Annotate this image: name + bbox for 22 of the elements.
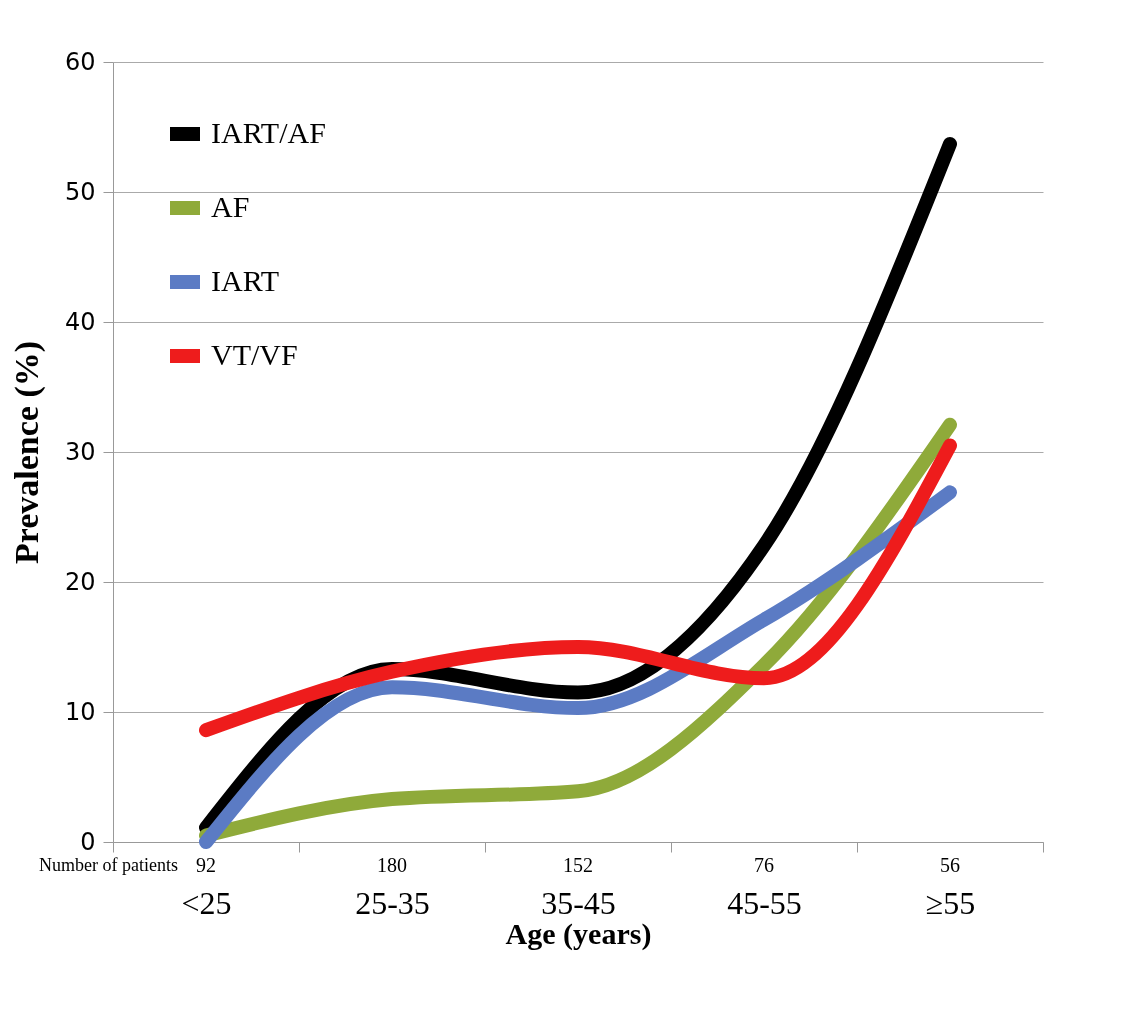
y-tick-label: 20 (64, 567, 96, 596)
y-tick-label: 0 (80, 827, 96, 856)
legend-label: AF (211, 190, 250, 223)
text: 180 (377, 854, 407, 876)
y-tick-label: 30 (64, 437, 96, 466)
text: 92 (196, 854, 216, 876)
x-tick-label: <25 (181, 884, 232, 921)
legend-label: IART/AF (211, 116, 326, 149)
x-tick-label: 45-55 (727, 884, 802, 921)
text: Number of patients (39, 855, 178, 875)
x-tick-label: 25-35 (355, 884, 430, 921)
text: 152 (563, 854, 593, 876)
legend-label: IART (211, 264, 280, 297)
y-tick-label: 10 (64, 697, 96, 726)
text: 76 (754, 854, 774, 876)
y-tick-label: 50 (64, 177, 96, 206)
y-tick-label: 40 (64, 307, 96, 336)
legend-label: VT/VF (211, 338, 298, 371)
y-tick-label: 60 (64, 47, 96, 76)
x-tick-label: ≥55 (925, 884, 976, 921)
text: 56 (940, 854, 960, 876)
y-axis-title: Prevalence (%) (7, 340, 46, 565)
